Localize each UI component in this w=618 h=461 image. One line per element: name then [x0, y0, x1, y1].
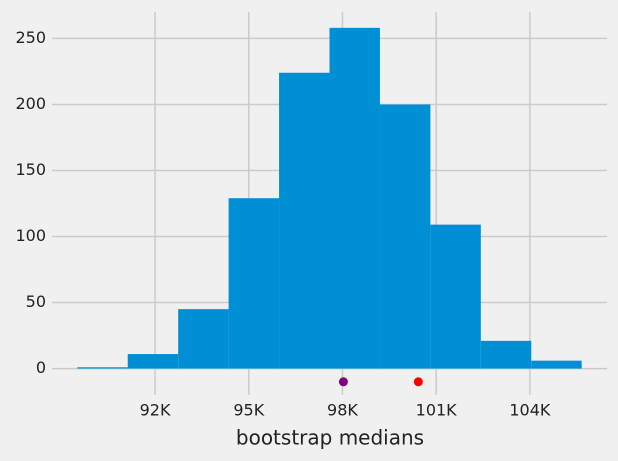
bar	[329, 27, 380, 369]
bar	[178, 309, 229, 369]
x-tick-label: 104K	[509, 401, 551, 420]
point	[338, 377, 348, 387]
y-tick-label: 0	[36, 358, 46, 377]
bar	[127, 354, 179, 369]
x-tick-label: 101K	[416, 401, 458, 420]
bar	[279, 72, 330, 369]
y-tick-label: 200	[15, 94, 46, 113]
point	[413, 377, 423, 387]
x-tick-label: 95K	[233, 401, 264, 420]
bar	[379, 104, 431, 369]
x-tick-label: 98K	[327, 401, 358, 420]
y-tick-label: 50	[26, 292, 46, 311]
y-tick-label: 100	[15, 226, 46, 245]
bar	[430, 224, 481, 369]
bar	[228, 198, 280, 369]
bar	[531, 360, 582, 369]
x-axis-label: bootstrap medians	[236, 426, 424, 450]
bar	[480, 340, 532, 369]
marks	[77, 27, 582, 387]
bar	[77, 367, 128, 369]
y-tick-label: 250	[15, 28, 46, 47]
x-tick-label: 92K	[140, 401, 171, 420]
y-tick-label: 150	[15, 160, 46, 179]
